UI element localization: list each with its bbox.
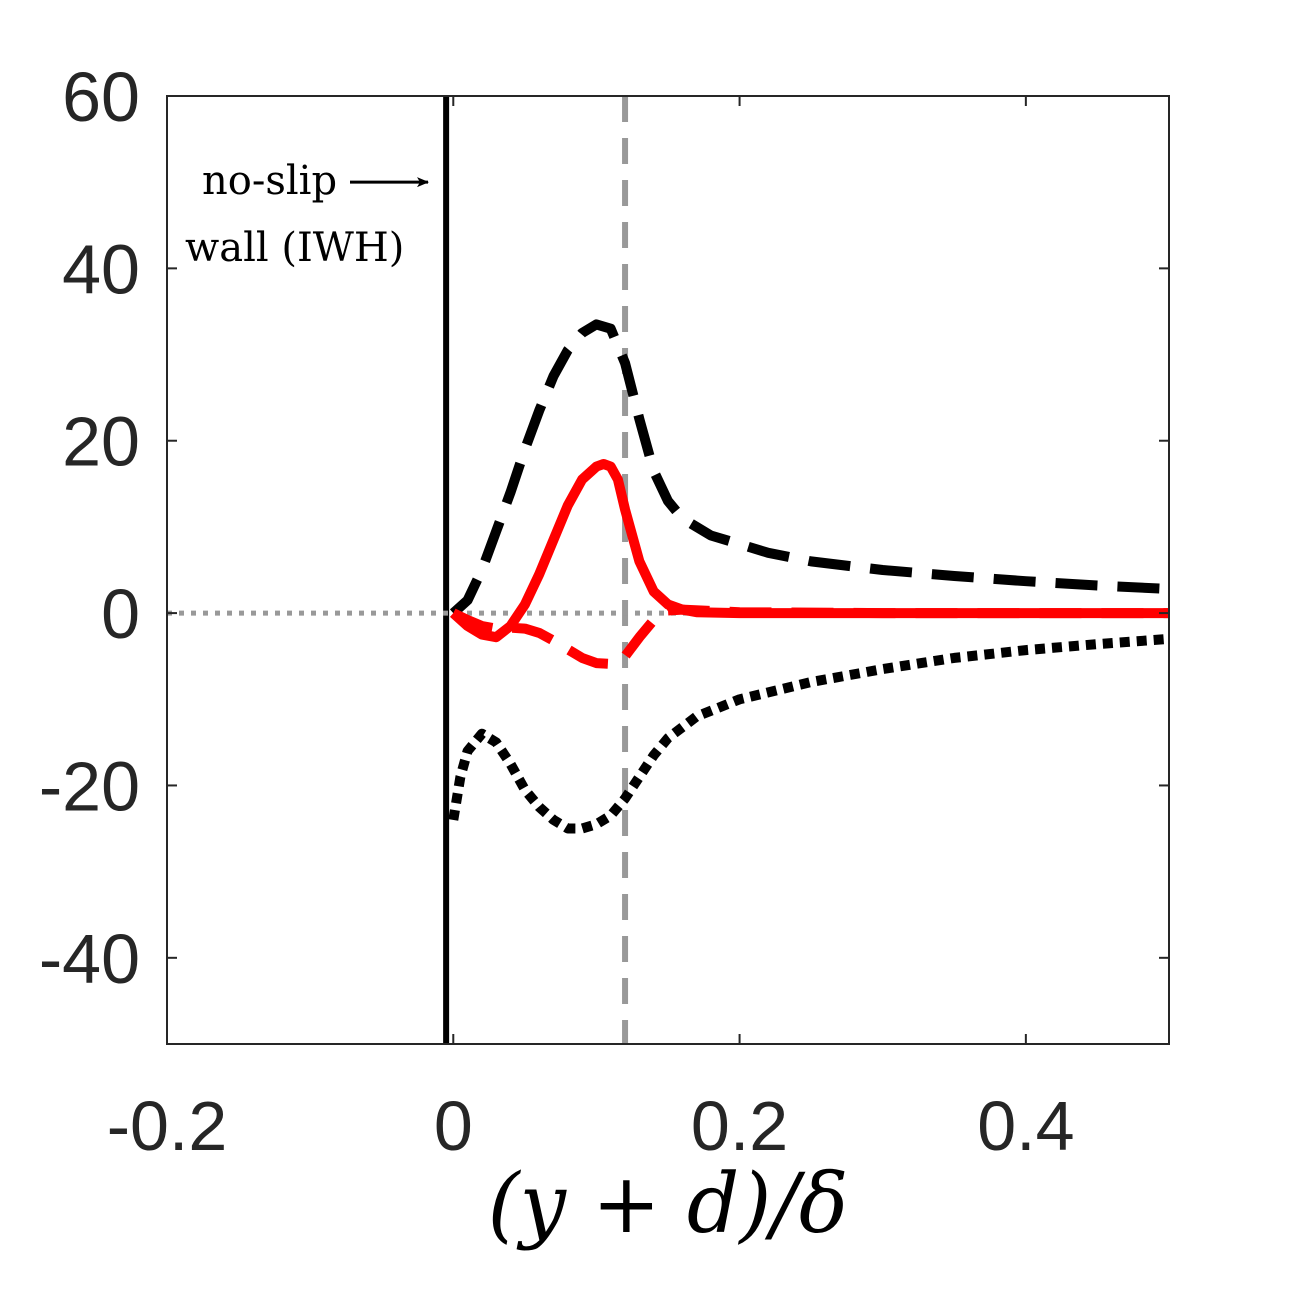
y-tick-label: -20 xyxy=(39,747,140,825)
y-tick-label: 60 xyxy=(62,58,140,136)
annotation-line1: no-slip xyxy=(202,158,337,204)
series-black-dashed xyxy=(449,319,1169,617)
x-tick-label: 0 xyxy=(434,1087,473,1165)
annotation-line2: wall (IWH) xyxy=(185,225,404,271)
y-tick-label: -40 xyxy=(39,920,140,998)
y-tick-label: 40 xyxy=(62,230,140,308)
plot-frame xyxy=(166,95,1170,1045)
x-axis-label: (y + d)/δ xyxy=(488,1157,849,1252)
y-tick-label: 20 xyxy=(62,403,140,481)
y-tick-label: 0 xyxy=(101,575,140,653)
series-red-dashed xyxy=(451,604,1169,669)
x-tick-label: -0.2 xyxy=(107,1087,228,1165)
x-tick-label: 0.4 xyxy=(977,1087,1074,1165)
series-black-dotted xyxy=(448,633,1169,834)
x-tick-label: 0.2 xyxy=(691,1087,788,1165)
